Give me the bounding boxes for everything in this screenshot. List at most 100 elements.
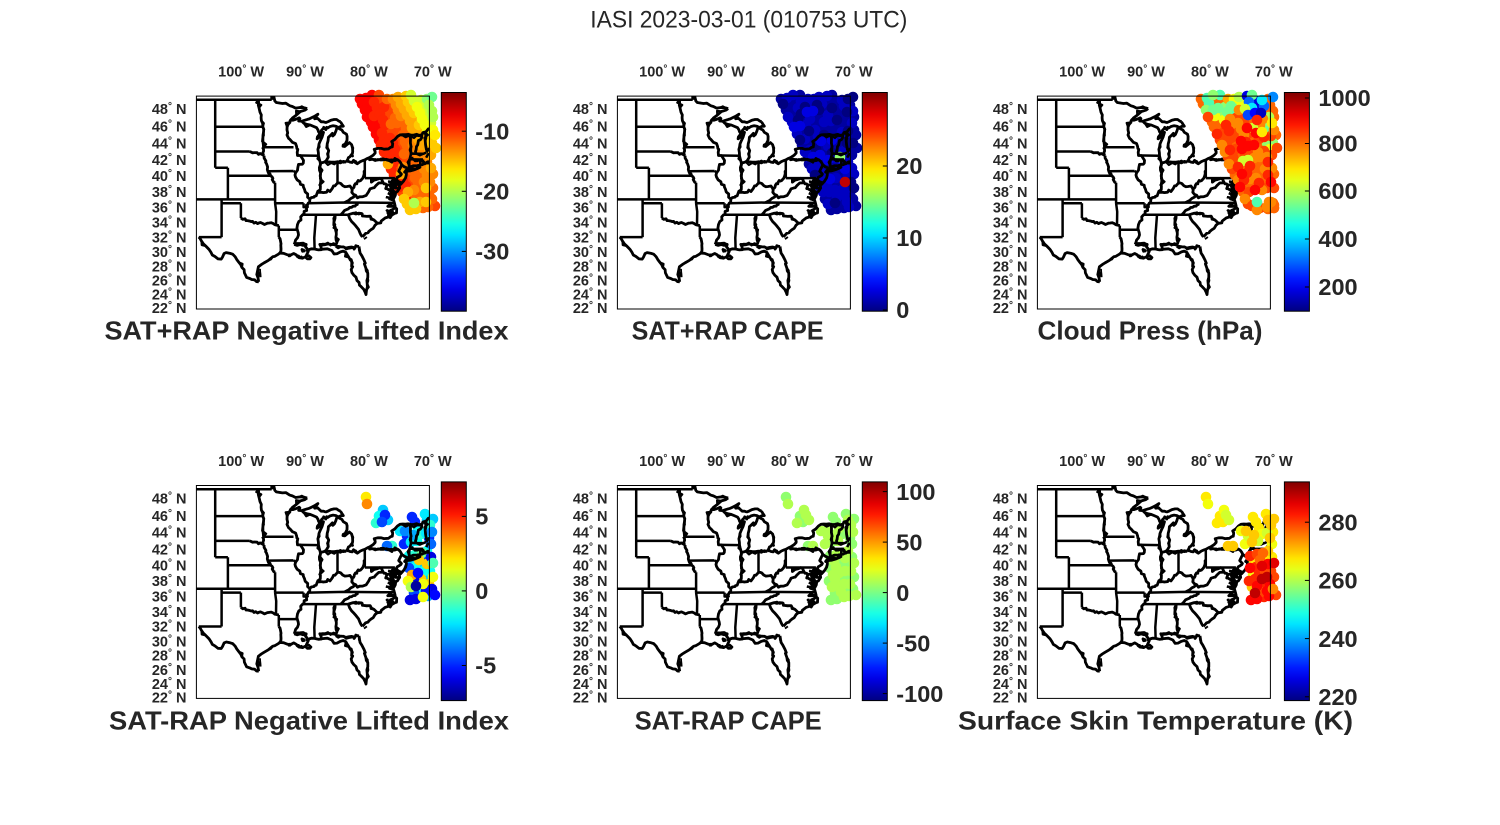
svg-text:0: 0: [896, 580, 909, 606]
svg-text:IASI 2023-03-01 (010753 UTC): IASI 2023-03-01 (010753 UTC): [590, 6, 907, 33]
svg-text:70° W: 70° W: [1255, 64, 1293, 81]
svg-text:SAT-RAP Negative Lifted Index: SAT-RAP Negative Lifted Index: [109, 706, 510, 736]
svg-text:-5: -5: [475, 653, 496, 679]
svg-text:32° N: 32° N: [573, 229, 608, 246]
svg-text:34° N: 34° N: [573, 604, 608, 621]
svg-text:48° N: 48° N: [152, 101, 187, 118]
svg-text:34° N: 34° N: [152, 214, 187, 231]
svg-text:42° N: 42° N: [993, 152, 1028, 169]
svg-text:44° N: 44° N: [152, 525, 187, 542]
svg-text:80° W: 80° W: [1191, 64, 1229, 81]
svg-text:100° W: 100° W: [1059, 64, 1105, 81]
svg-text:32° N: 32° N: [573, 619, 608, 636]
svg-text:100° W: 100° W: [1059, 453, 1105, 470]
svg-text:80° W: 80° W: [1191, 453, 1229, 470]
svg-text:100° W: 100° W: [218, 453, 264, 470]
svg-text:38° N: 38° N: [152, 573, 187, 590]
svg-text:10: 10: [896, 225, 922, 251]
svg-text:100: 100: [896, 479, 935, 505]
svg-text:32° N: 32° N: [152, 619, 187, 636]
svg-text:70° W: 70° W: [835, 453, 873, 470]
svg-text:28° N: 28° N: [152, 258, 187, 275]
svg-text:32° N: 32° N: [993, 229, 1028, 246]
svg-text:42° N: 42° N: [993, 541, 1028, 558]
svg-text:26° N: 26° N: [993, 272, 1028, 289]
svg-text:70° W: 70° W: [835, 64, 873, 81]
svg-text:48° N: 48° N: [152, 490, 187, 507]
svg-text:22° N: 22° N: [152, 690, 187, 707]
svg-text:22° N: 22° N: [573, 690, 608, 707]
svg-text:26° N: 26° N: [152, 662, 187, 679]
svg-text:34° N: 34° N: [152, 604, 187, 621]
svg-text:800: 800: [1318, 131, 1357, 157]
svg-text:20: 20: [896, 153, 922, 179]
svg-text:SAT-RAP CAPE: SAT-RAP CAPE: [635, 706, 822, 736]
svg-text:48° N: 48° N: [993, 101, 1028, 118]
svg-text:30° N: 30° N: [573, 244, 608, 261]
svg-text:0: 0: [475, 578, 488, 604]
svg-text:38° N: 38° N: [993, 184, 1028, 201]
svg-text:30° N: 30° N: [993, 244, 1028, 261]
svg-text:Cloud Press (hPa): Cloud Press (hPa): [1038, 316, 1263, 346]
svg-text:38° N: 38° N: [152, 184, 187, 201]
svg-text:26° N: 26° N: [993, 662, 1028, 679]
svg-text:38° N: 38° N: [993, 573, 1028, 590]
svg-text:-50: -50: [896, 630, 930, 656]
svg-text:44° N: 44° N: [993, 135, 1028, 152]
svg-text:22° N: 22° N: [993, 300, 1028, 317]
svg-text:40° N: 40° N: [152, 168, 187, 185]
svg-text:240: 240: [1318, 626, 1357, 652]
svg-text:SAT+RAP Negative Lifted Index: SAT+RAP Negative Lifted Index: [105, 316, 510, 346]
svg-text:30° N: 30° N: [993, 633, 1028, 650]
svg-text:40° N: 40° N: [573, 168, 608, 185]
svg-text:44° N: 44° N: [573, 135, 608, 152]
svg-text:36° N: 36° N: [152, 199, 187, 216]
svg-text:24° N: 24° N: [573, 286, 608, 303]
svg-text:26° N: 26° N: [152, 272, 187, 289]
svg-text:44° N: 44° N: [993, 525, 1028, 542]
svg-text:42° N: 42° N: [573, 152, 608, 169]
svg-text:44° N: 44° N: [152, 135, 187, 152]
svg-text:24° N: 24° N: [573, 676, 608, 693]
svg-text:90° W: 90° W: [1127, 453, 1165, 470]
svg-text:400: 400: [1318, 226, 1357, 252]
svg-text:36° N: 36° N: [993, 589, 1028, 606]
svg-text:46° N: 46° N: [152, 508, 187, 525]
svg-text:280: 280: [1318, 509, 1357, 535]
svg-text:46° N: 46° N: [152, 118, 187, 135]
svg-text:24° N: 24° N: [152, 676, 187, 693]
svg-text:28° N: 28° N: [573, 258, 608, 275]
svg-text:90° W: 90° W: [286, 64, 324, 81]
svg-text:80° W: 80° W: [350, 64, 388, 81]
svg-text:70° W: 70° W: [414, 64, 452, 81]
svg-text:90° W: 90° W: [707, 64, 745, 81]
svg-text:5: 5: [475, 504, 488, 530]
svg-text:38° N: 38° N: [573, 573, 608, 590]
svg-text:36° N: 36° N: [573, 199, 608, 216]
svg-text:50: 50: [896, 529, 922, 555]
svg-text:24° N: 24° N: [993, 676, 1028, 693]
svg-text:42° N: 42° N: [573, 541, 608, 558]
svg-text:70° W: 70° W: [414, 453, 452, 470]
svg-text:24° N: 24° N: [993, 286, 1028, 303]
svg-text:90° W: 90° W: [286, 453, 324, 470]
svg-text:34° N: 34° N: [993, 214, 1028, 231]
svg-text:46° N: 46° N: [573, 118, 608, 135]
svg-text:100° W: 100° W: [639, 453, 685, 470]
svg-text:24° N: 24° N: [152, 286, 187, 303]
svg-text:34° N: 34° N: [573, 214, 608, 231]
svg-text:26° N: 26° N: [573, 272, 608, 289]
svg-text:1000: 1000: [1318, 85, 1370, 111]
svg-text:100° W: 100° W: [639, 64, 685, 81]
svg-text:26° N: 26° N: [573, 662, 608, 679]
svg-text:28° N: 28° N: [573, 648, 608, 665]
svg-text:Surface Skin Temperature (K): Surface Skin Temperature (K): [958, 706, 1353, 736]
svg-text:80° W: 80° W: [771, 64, 809, 81]
svg-text:40° N: 40° N: [993, 557, 1028, 574]
svg-text:40° N: 40° N: [152, 557, 187, 574]
svg-text:32° N: 32° N: [152, 229, 187, 246]
svg-text:28° N: 28° N: [993, 258, 1028, 275]
svg-text:40° N: 40° N: [993, 168, 1028, 185]
svg-text:260: 260: [1318, 568, 1357, 594]
svg-text:28° N: 28° N: [152, 648, 187, 665]
